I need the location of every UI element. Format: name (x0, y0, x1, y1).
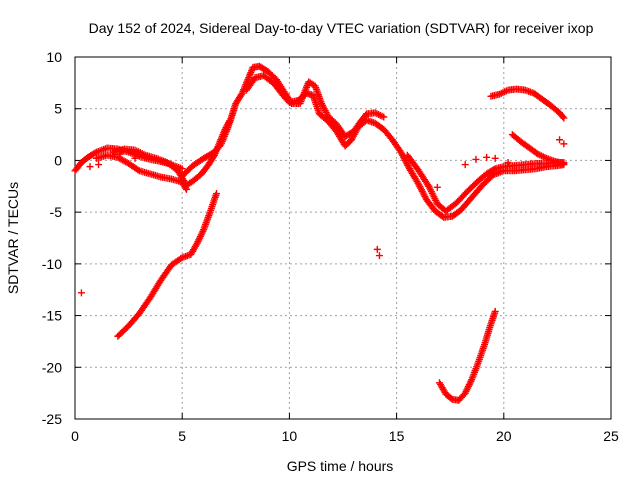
y-tick-label: -25 (42, 411, 62, 427)
data-point-marker (91, 149, 99, 157)
data-point-marker (134, 166, 142, 174)
x-tick-label: 15 (389, 428, 405, 444)
y-tick-label: 10 (46, 49, 62, 65)
y-tick-label: -20 (42, 359, 62, 375)
data-point-marker (95, 161, 103, 169)
series-arc-3 (92, 151, 190, 193)
data-point-marker (472, 155, 480, 163)
data-point-marker (182, 184, 190, 192)
data-point-marker (86, 163, 94, 171)
x-tick-label: 5 (178, 428, 186, 444)
data-point-marker (490, 166, 498, 174)
data-point-marker (178, 165, 186, 173)
data-point-marker (483, 153, 491, 161)
x-tick-label: 20 (496, 428, 512, 444)
y-tick-label: -5 (50, 204, 63, 220)
data-point-marker (433, 183, 441, 191)
series-arc-10 (435, 307, 499, 404)
data-point-marker (182, 185, 190, 193)
y-tick-label: 0 (54, 152, 62, 168)
data-point-marker (560, 160, 568, 168)
series-fragments (77, 136, 568, 297)
data-point-marker (504, 158, 512, 166)
data-point-marker (491, 154, 499, 162)
data-point-marker (556, 136, 564, 144)
x-tick-label: 25 (603, 428, 619, 444)
x-axis-label: GPS time / hours (287, 458, 394, 474)
series-arc-8 (487, 85, 568, 122)
y-tick-label: 5 (54, 101, 62, 117)
data-point-marker (380, 113, 388, 121)
data-point-marker (560, 114, 568, 122)
data-point-marker (559, 113, 567, 121)
y-tick-label: -15 (42, 308, 62, 324)
series-arc-9 (508, 131, 568, 168)
data-point-marker (461, 161, 469, 169)
data-point-marker (425, 182, 433, 190)
y-tick-label: -10 (42, 256, 62, 272)
data-point-marker (491, 307, 499, 315)
plot-frame (74, 56, 612, 420)
data-point-marker (213, 190, 221, 198)
x-tick-label: 0 (71, 428, 79, 444)
series-arc-6 (243, 72, 568, 221)
chart-title: Day 152 of 2024, Sidereal Day-to-day VTE… (89, 20, 594, 36)
y-axis-label: SDTVAR / TECUs (5, 182, 21, 294)
data-point-marker (116, 150, 124, 158)
data-point-marker (373, 245, 381, 253)
data-point-marker (77, 289, 85, 297)
data-points (71, 62, 568, 404)
axis-ticks: 0 5 10 15 20 25 -25 -20 -15 -10 -5 0 5 10 (42, 49, 619, 444)
data-point-marker (560, 140, 568, 148)
grid-lines (75, 57, 611, 419)
data-point-marker (131, 154, 139, 162)
series-arc-4 (114, 190, 221, 340)
data-point-marker (375, 252, 383, 260)
x-tick-label: 10 (282, 428, 298, 444)
